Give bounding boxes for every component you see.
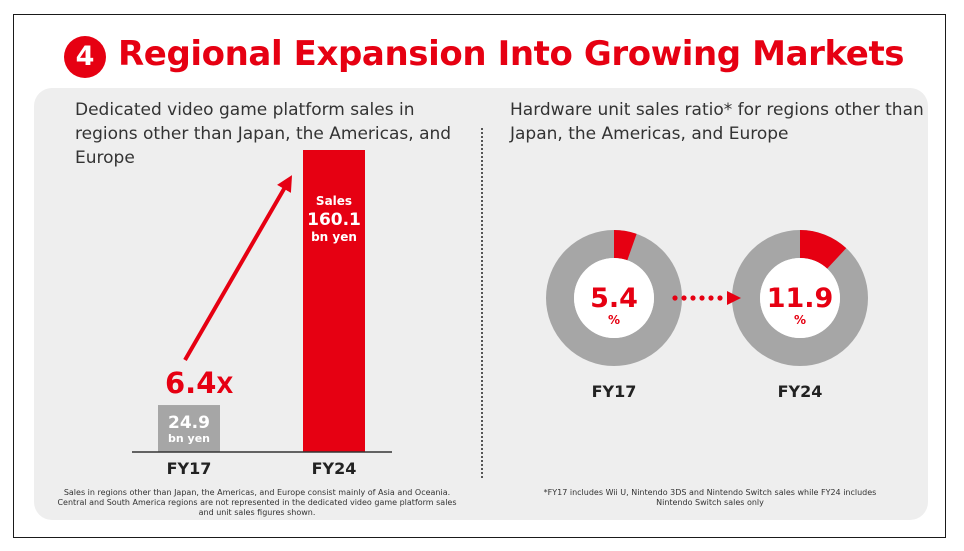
x-tick-label: FY24 [312,459,357,478]
title-row: 4 Regional Expansion Into Growing Market… [0,28,964,88]
bar-chart-footnote: Sales in regions other than Japan, the A… [57,488,457,517]
donut-category-label: FY24 [778,382,823,401]
page-title: Regional Expansion Into Growing Markets [118,34,905,74]
connector-dot [708,295,714,301]
donut-chart-footnote: *FY17 includes Wii U, Nintendo 3DS and N… [543,488,877,507]
donut-chart-heading: Hardware unit sales ratio* for regions o… [510,100,924,144]
donut-unit-label: % [794,313,806,327]
donut-slice [799,230,847,270]
donut-category-label: FY17 [592,382,637,401]
panel-divider [481,128,483,478]
donut-unit-label: % [608,313,620,327]
connector-arrowhead [727,291,741,305]
growth-multiplier-label: 6.4X [165,366,233,400]
x-tick-label: FY17 [167,459,212,478]
donut-value-label: 5.4 [590,283,638,314]
donut-slice [613,230,637,261]
connector-dot [717,295,723,301]
title-number-badge: 4 [64,36,106,78]
donut-value-label: 11.9 [767,283,834,314]
donut-center [760,258,840,338]
connector-dot [672,295,678,301]
slide-frame [13,14,946,538]
bar-chart-heading: Dedicated video game platform sales in r… [75,100,452,168]
bar-unit-label: bn yen [311,230,357,244]
bar-value-label: 160.1 [307,210,361,230]
connector-dot [690,295,696,301]
bar-caption-label: Sales [316,194,352,208]
bar-fy17 [158,405,220,452]
bar-unit-label: bn yen [168,432,210,445]
growth-arrow [183,175,293,362]
bar-fy24 [303,150,365,452]
bar-value-label: 24.9 [168,413,210,433]
connector-dot [699,295,705,301]
connector-dot [681,295,687,301]
donut-center [574,258,654,338]
